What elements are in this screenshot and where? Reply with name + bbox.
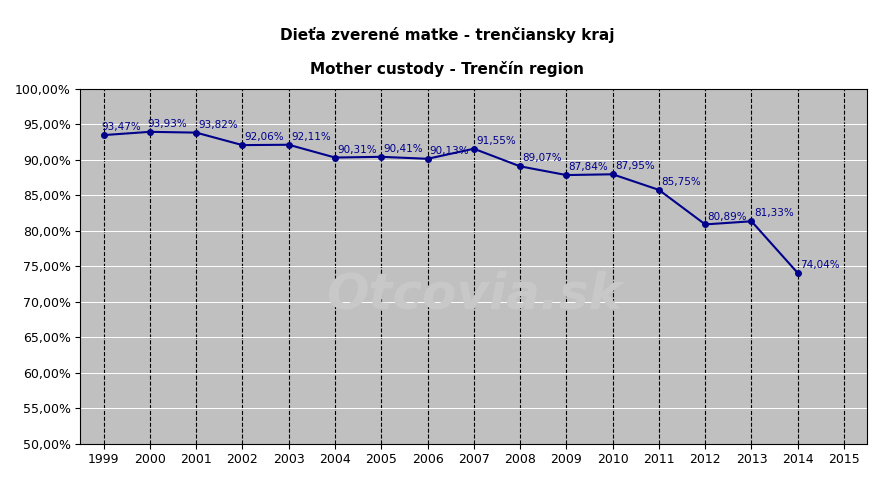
Text: 90,41%: 90,41% (384, 144, 423, 154)
Text: 89,07%: 89,07% (522, 153, 562, 164)
Text: 87,95%: 87,95% (615, 161, 654, 172)
Text: 90,13%: 90,13% (430, 146, 469, 156)
Text: 91,55%: 91,55% (477, 136, 516, 146)
Text: 92,06%: 92,06% (245, 132, 284, 142)
Text: 93,82%: 93,82% (198, 120, 238, 130)
Text: Mother custody - Trenčín region: Mother custody - Trenčín region (310, 61, 584, 77)
Text: 74,04%: 74,04% (800, 260, 839, 270)
Text: Dieťa zverené matke - trenčiansky kraj: Dieťa zverené matke - trenčiansky kraj (280, 27, 614, 42)
Text: Otcovia.sk: Otcovia.sk (326, 271, 621, 318)
Text: 81,33%: 81,33% (754, 209, 794, 218)
Text: 85,75%: 85,75% (662, 177, 701, 187)
Text: 93,47%: 93,47% (101, 122, 141, 132)
Text: 90,31%: 90,31% (337, 144, 377, 155)
Text: 93,93%: 93,93% (148, 119, 188, 129)
Text: 92,11%: 92,11% (291, 132, 331, 142)
Text: 87,84%: 87,84% (569, 162, 609, 172)
Text: 80,89%: 80,89% (707, 211, 747, 221)
